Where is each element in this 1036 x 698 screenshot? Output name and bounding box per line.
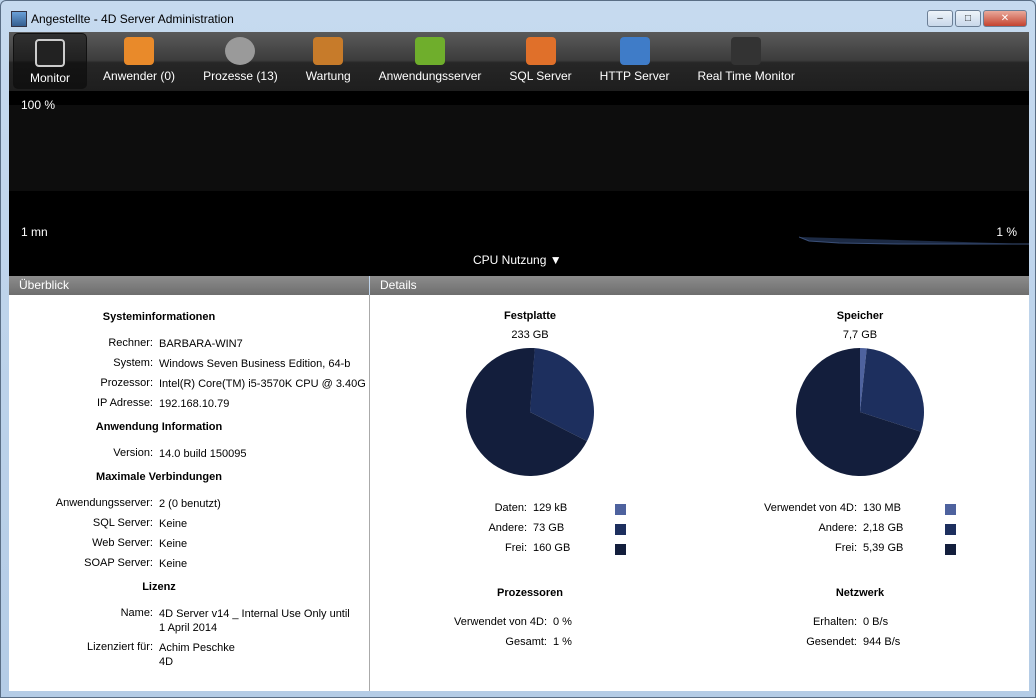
legend-swatch [615,524,626,535]
toolbar-label: Anwender (0) [103,69,176,83]
cpu-usage-line [799,236,1029,245]
http-server-icon [619,37,650,65]
disk-title: Festplatte [504,310,556,322]
gear-icon [225,37,256,65]
toolbar-label: Real Time Monitor [697,69,795,83]
minimize-button[interactable]: – [927,10,953,27]
tools-icon [313,37,344,65]
toolbar-users[interactable]: Anwender (0) [91,32,187,90]
toolbar-label: SQL Server [509,69,572,83]
toolbar-label: Prozesse (13) [203,69,278,83]
memory-pie-chart [796,348,924,476]
graph-max-label: 100 % [21,98,56,112]
info-row: Name: 4D Server v14 _ Internal Use Only u… [120,607,350,634]
toolbar-label: Wartung [305,69,351,83]
pie-slice-verwendet-von-4d [860,348,867,412]
memory-row: Verwendet von 4D: 130 MB [764,502,901,514]
section-title: Anwendung Information [95,421,223,433]
toolbar: Monitor Anwender (0) Prozesse (13) Wartung A… [9,32,1029,91]
info-row: Anwendungsserver: 2 (0 benutzt) [55,497,221,510]
monitor-icon [35,39,65,67]
memory-total: 7,7 GB [842,329,878,341]
toolbar-gear[interactable]: Prozesse (13) [191,32,290,90]
graph-time-label: 1 mn [21,225,48,239]
overview-panel: Systeminformationen Rechner: BARBARA-WIN7 S… [9,295,369,691]
sql-server-icon [525,37,556,65]
info-row: Rechner: BARBARA-WIN7 [108,337,243,350]
section-title: Maximale Verbindungen [96,471,222,483]
details-panel: Festplatte 233 GB Speicher 7,7 GB Prozes… [370,295,1029,691]
toolbar-label: HTTP Server [599,69,670,83]
disk-row: Frei: 160 GB [505,542,571,554]
chevron-down-icon: ▼ [549,253,562,267]
info-row: IP Adresse: 192.168.10.79 [96,397,230,410]
info-row: Lizenziert für: Achim Peschke 4D [86,641,235,668]
real-time-monitor-icon [731,37,762,65]
app-server-icon [415,37,446,65]
4d-server-icon [11,11,27,27]
toolbar-real-time-monitor[interactable]: Real Time Monitor [685,32,806,90]
memory-row: Andere: 2,18 GB [818,522,904,534]
cpu-graph: 100 % 1 mn 1 % CPU Nutzung ▼ [9,91,1029,276]
network-row: Gesendet: 944 B/s [806,636,901,648]
info-row: SOAP Server: Keine [84,557,188,570]
toolbar-http-server[interactable]: HTTP Server [588,32,682,90]
disk-pie-chart [466,348,594,476]
pie-slice-frei [466,348,587,476]
close-button[interactable]: ✕ [983,10,1027,27]
section-title: Lizenz [142,581,176,593]
info-row: SQL Server: Keine [92,517,188,530]
processors-row: Gesamt: 1 % [505,636,572,648]
processors-title: Prozessoren [496,587,564,599]
network-title: Netzwerk [835,587,885,599]
graph-type-selector[interactable]: CPU Nutzung ▼ [473,253,562,267]
toolbar-monitor[interactable]: Monitor [13,33,88,89]
section-title: Systeminformationen [102,311,216,323]
info-row: Prozessor: Intel(R) Core(TM) i5-3570K CPU… [100,377,366,390]
disk-total: 233 GB [511,329,549,341]
legend-swatch [615,504,626,515]
toolbar-app-server[interactable]: Anwendungsserver [367,32,494,90]
memory-title: Speicher [836,310,884,322]
toolbar-sql-server[interactable]: SQL Server [497,32,583,90]
toolbar-label: Anwendungsserver [378,69,482,83]
info-row: System: Windows Seven Business Edition, 6… [113,357,351,370]
pie-slice-andere [860,348,924,432]
info-row: Version: 14.0 build 150095 [113,447,247,460]
disk-row: Andere: 73 GB [488,522,565,534]
legend-swatch [945,504,956,515]
overview-header: Überblick [9,276,369,295]
toolbar-tools[interactable]: Wartung [294,32,363,90]
pie-slice-andere [530,348,594,442]
details-header: Details [370,276,1029,295]
processors-row: Verwendet von 4D: 0 % [454,616,572,628]
window-title: Angestellte - 4D Server Administration [31,12,234,26]
memory-row: Frei: 5,39 GB [835,542,904,554]
network-row: Erhalten: 0 B/s [812,616,889,628]
legend-swatch [615,544,626,555]
users-icon [124,37,155,65]
graph-current-value: 1 % [996,225,1017,239]
toolbar-label: Monitor [30,71,71,85]
legend-swatch [945,524,956,535]
disk-row: Daten: 129 kB [494,502,568,514]
legend-swatch [945,544,956,555]
pie-slice-frei [796,348,921,476]
maximize-button[interactable]: □ [955,10,981,27]
info-row: Web Server: Keine [92,537,188,550]
